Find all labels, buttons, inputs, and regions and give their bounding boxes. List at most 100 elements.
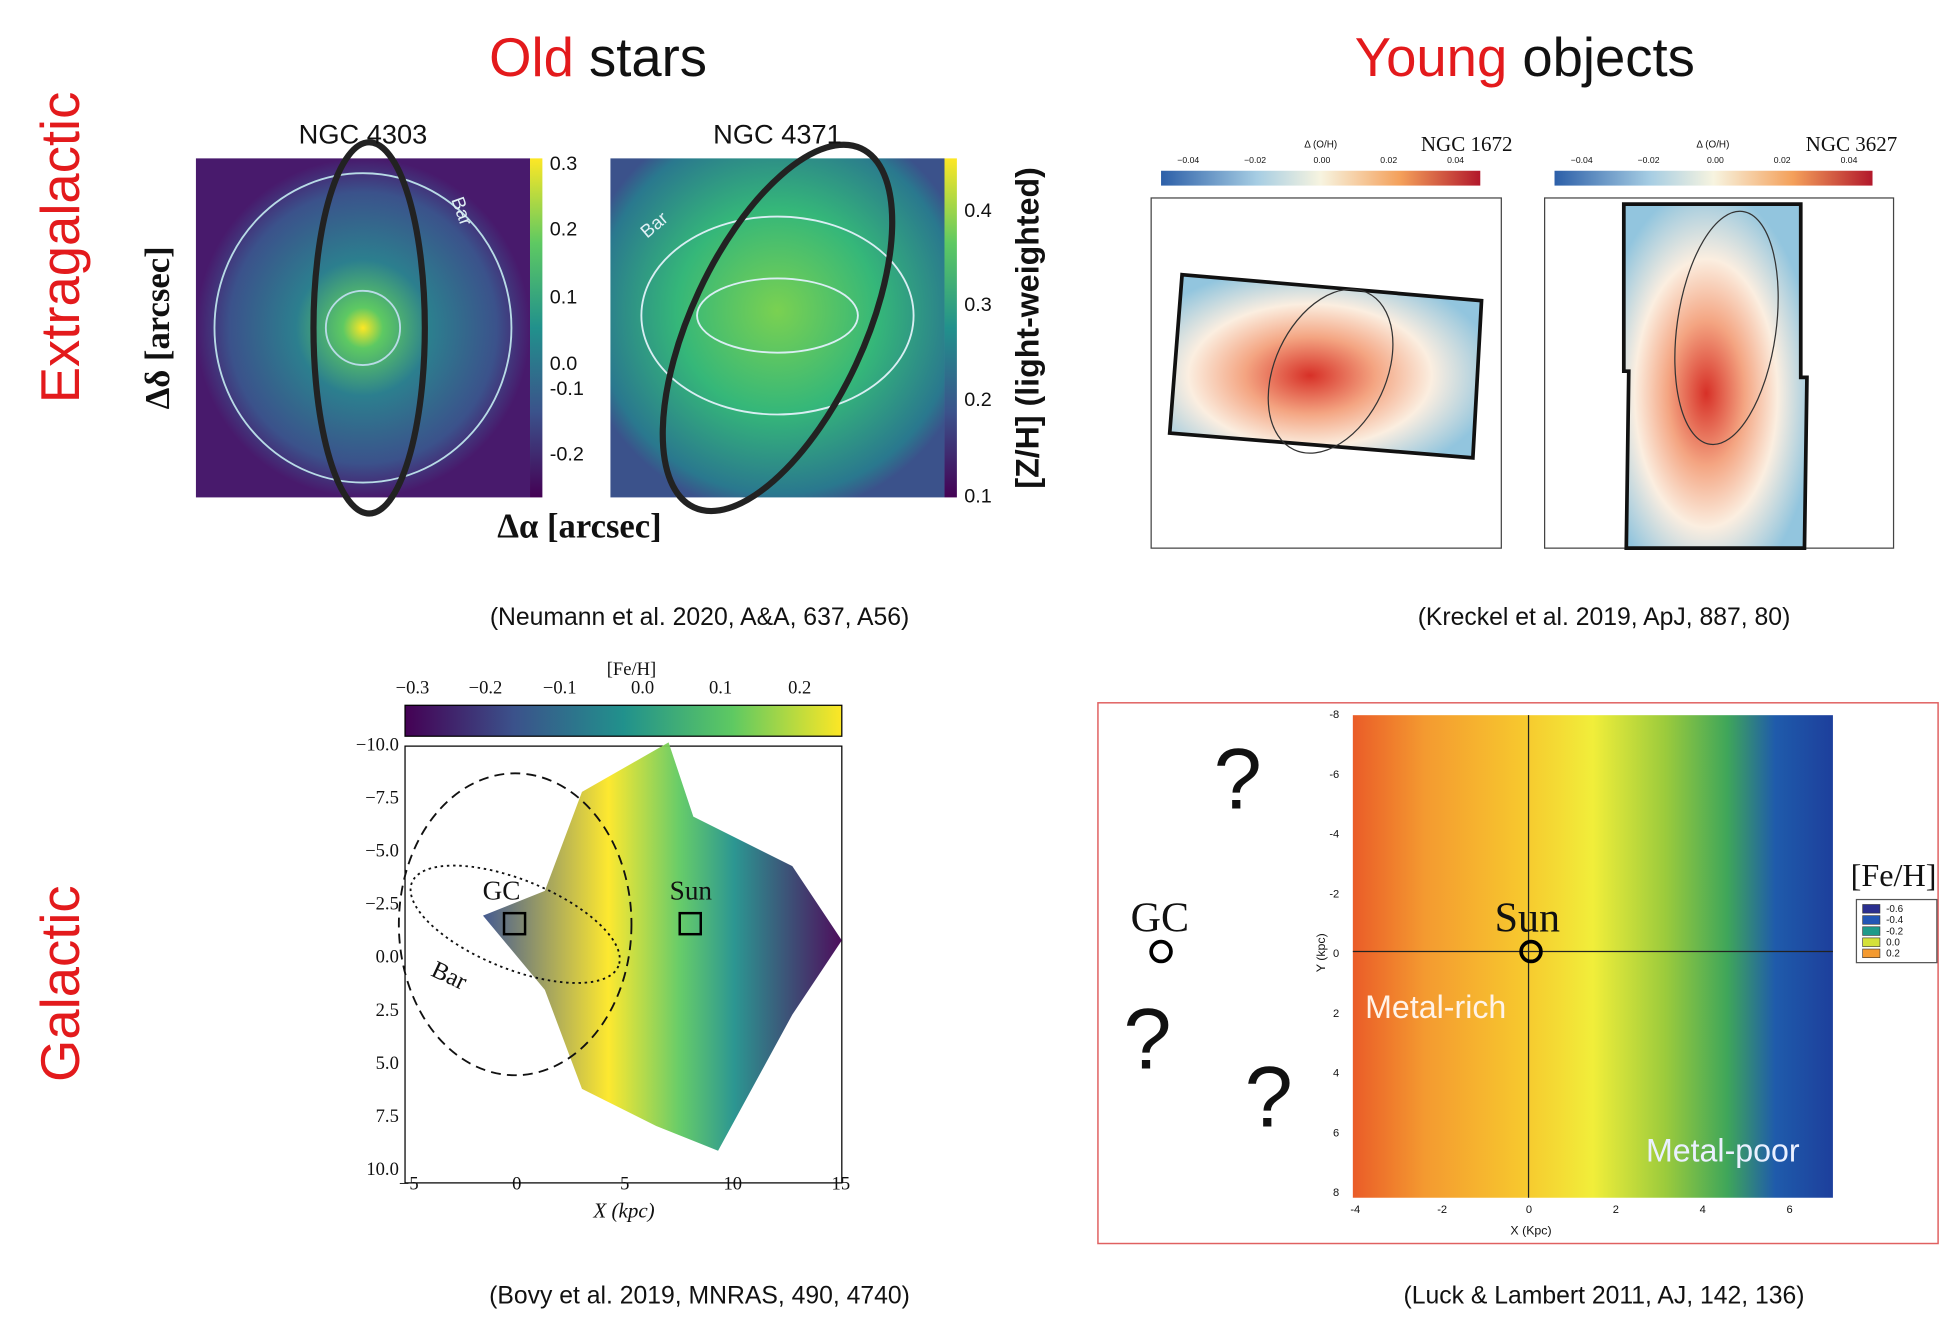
header-highlight: Old — [489, 27, 574, 88]
metallicity-map — [196, 158, 530, 497]
colorbar — [530, 158, 542, 497]
tick-label: 2 — [1333, 1008, 1339, 1020]
colorbar-label: [Z/H] (light-weighted) — [1009, 167, 1045, 488]
tick-label: 10.0 — [366, 1159, 398, 1180]
row-header: Extragalactic — [30, 92, 91, 404]
tick-label: −2.5 — [365, 894, 399, 915]
abundance-map — [1624, 204, 1807, 548]
tick-label: 0.02 — [1774, 155, 1791, 165]
header-rest: objects — [1522, 27, 1694, 88]
row-header: Galactic — [30, 885, 91, 1082]
legend-label: 0.2 — [1886, 949, 1900, 960]
tick-label: 0 — [512, 1174, 521, 1195]
tick-label: −5 — [399, 1174, 419, 1195]
tick-label: -8 — [1329, 709, 1339, 721]
tick-label: 0.02 — [1380, 155, 1397, 165]
tick-label: −0.3 — [396, 677, 430, 698]
tick-label: 0.04 — [1841, 155, 1858, 165]
x-axis-label: X (kpc) — [592, 1198, 654, 1222]
tick-label: -2 — [1329, 888, 1339, 900]
tick-label: 0.2 — [788, 677, 811, 698]
slide: Old stars Young objects Extragalactic Ga… — [0, 0, 1941, 1319]
y-axis-label: Y (kpc) — [1314, 933, 1328, 972]
tick-label: -4 — [1350, 1204, 1360, 1216]
tick-label: 6 — [1787, 1204, 1793, 1216]
tick-label: 0.00 — [1313, 155, 1330, 165]
abundance-map — [1170, 275, 1482, 458]
legend-label: -0.2 — [1886, 926, 1903, 937]
neumann-figure: Bar NGC 4303 Bar NGC 4371 Δδ [arcsec] Δα… — [139, 112, 1045, 631]
legend-label: -0.4 — [1886, 915, 1904, 926]
citation: (Neumann et al. 2020, A&A, 637, A56) — [490, 604, 909, 631]
tick-label: 5 — [620, 1174, 629, 1195]
sun-label: Sun — [1495, 895, 1560, 941]
column-header: Old stars — [489, 27, 707, 88]
tick-label: 0 — [1526, 1204, 1532, 1216]
y-axis-label: Δδ [arcsec] — [139, 246, 177, 409]
legend-swatch — [1863, 949, 1880, 958]
tick-label: −0.02 — [1244, 155, 1266, 165]
tick-label: 2 — [1613, 1204, 1619, 1216]
tick-label: 10 — [724, 1174, 743, 1195]
tick-label: −0.02 — [1638, 155, 1660, 165]
tick-label: 0.2 — [964, 389, 992, 411]
legend-label: -0.6 — [1886, 904, 1904, 915]
tick-label: 2.5 — [376, 1000, 399, 1021]
colorbar-label: Δ (O/H) — [1304, 139, 1337, 150]
legend-swatch — [1863, 927, 1880, 936]
legend-swatch — [1863, 938, 1880, 947]
tick-label: -6 — [1329, 769, 1339, 781]
header-rest: stars — [589, 27, 707, 88]
page: {"headers": [{"highlight": "Old", "rest"… — [0, 0, 1941, 1319]
tick-label: −0.04 — [1571, 155, 1593, 165]
gc-label: GC — [1131, 895, 1189, 941]
colorbar-label: Δ (O/H) — [1696, 139, 1729, 150]
tick-label: −5.0 — [365, 841, 399, 862]
tick-label: 4 — [1333, 1068, 1339, 1080]
colorbar — [945, 158, 957, 497]
tick-label: 0.1 — [964, 486, 992, 508]
tick-label: 0.4 — [964, 200, 992, 222]
colorbar — [1555, 171, 1873, 186]
citation: (Luck & Lambert 2011, AJ, 142, 136) — [1404, 1282, 1805, 1309]
tick-label: −0.1 — [543, 677, 577, 698]
citation: (Bovy et al. 2019, MNRAS, 490, 4740) — [489, 1282, 910, 1309]
tick-label: 0.0 — [550, 353, 578, 375]
legend-label: 0.0 — [1886, 937, 1900, 948]
gc-label: GC — [483, 876, 521, 906]
legend-swatch — [1863, 916, 1880, 925]
tick-label: −0.04 — [1177, 155, 1199, 165]
tick-label: 0.00 — [1707, 155, 1724, 165]
kreckel-figure: Δ (O/H) NGC 1672 Δ (O/H) NGC 3627 −0.04−… — [1151, 132, 1897, 631]
tick-label: −7.5 — [365, 787, 399, 808]
x-axis-label: X (Kpc) — [1510, 1223, 1551, 1237]
question-mark: ? — [1214, 732, 1262, 828]
tick-label: 0.3 — [550, 153, 578, 175]
question-mark: ? — [1123, 991, 1171, 1087]
map-title: NGC 4303 — [299, 118, 428, 149]
luck-figure: Sun GC ? ? ? Metal-rich Metal-poor X (Kp… — [1098, 703, 1938, 1309]
tick-label: 0.2 — [550, 218, 578, 240]
tick-label: 0.3 — [964, 294, 992, 316]
x-axis-label: Δα [arcsec] — [497, 508, 661, 546]
tick-label: -4 — [1329, 829, 1339, 841]
tick-label: -0.2 — [550, 444, 584, 466]
sun-label: Sun — [670, 876, 713, 906]
tick-label: 7.5 — [376, 1106, 399, 1127]
colorbar-ticks: −0.04 −0.02 0.00 0.02 0.04 −0.04 −0.02 0.00 0.02… — [1177, 155, 1857, 165]
legend-swatch — [1863, 904, 1880, 913]
column-header: Young objects — [1355, 27, 1695, 88]
map-title: NGC 3627 — [1806, 132, 1898, 156]
tick-label: -0.1 — [550, 378, 584, 400]
colorbar — [1161, 171, 1480, 186]
tick-label: 0.0 — [376, 947, 399, 968]
tick-label: 5.0 — [376, 1053, 399, 1074]
tick-label: 4 — [1700, 1204, 1706, 1216]
tick-label: 0.0 — [631, 677, 654, 698]
citation: (Kreckel et al. 2019, ApJ, 887, 80) — [1418, 604, 1791, 631]
map-title: NGC 1672 — [1421, 132, 1513, 156]
tick-label: 8 — [1333, 1187, 1339, 1199]
tick-label: 0.04 — [1447, 155, 1464, 165]
tick-label: 0.1 — [709, 677, 732, 698]
tick-label: 15 — [832, 1174, 851, 1195]
